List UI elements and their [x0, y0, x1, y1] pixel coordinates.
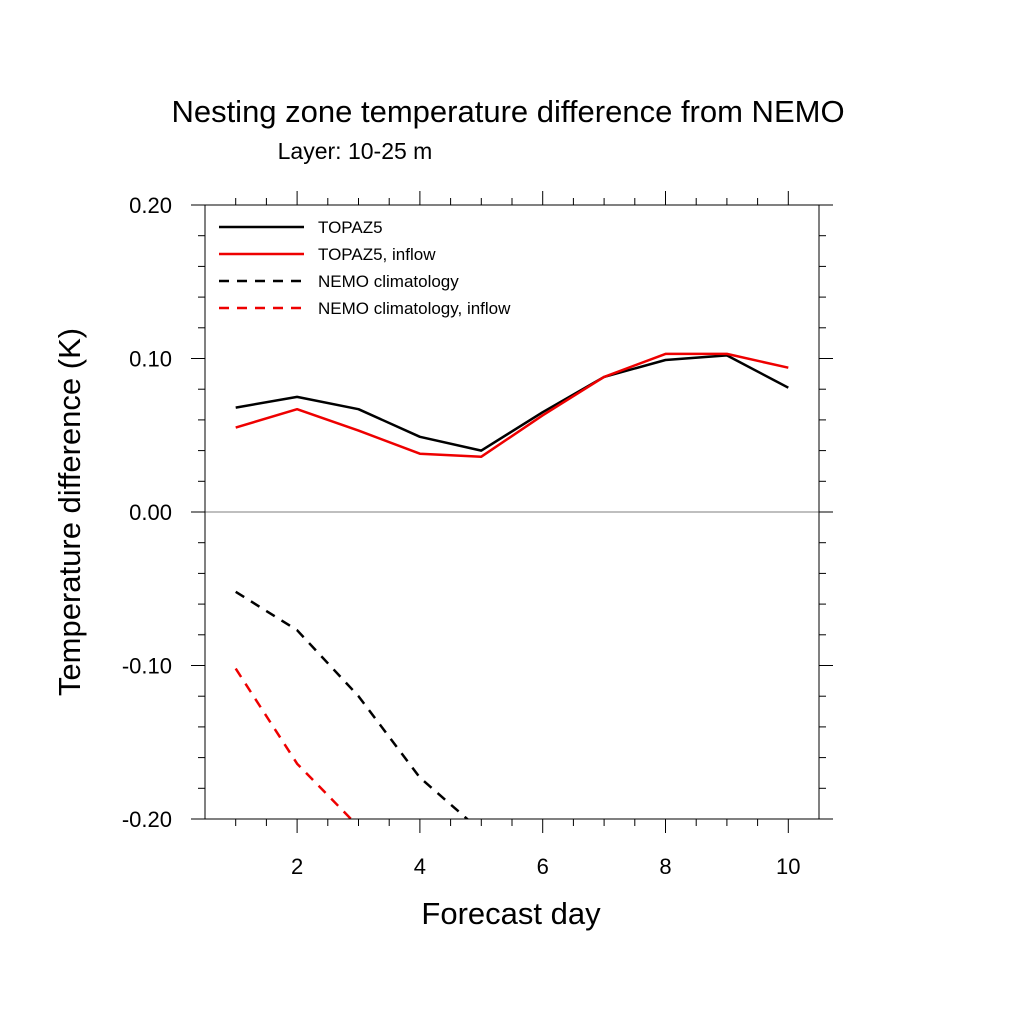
series-line-2	[235, 352, 789, 458]
legend-label-2: TOPAZ5, inflow	[318, 245, 436, 264]
y-tick-label: 0.00	[129, 500, 172, 525]
legend-label-1: TOPAZ5	[318, 218, 383, 237]
series-line-1	[235, 354, 789, 452]
y-axis-label: Temperature difference (K)	[52, 328, 87, 696]
legend-label-4: NEMO climatology, inflow	[318, 299, 511, 318]
legend-label-3: NEMO climatology	[318, 272, 459, 291]
series-line-3	[235, 590, 470, 819]
y-tick-label: 0.10	[129, 347, 172, 372]
x-tick-label: 10	[776, 854, 800, 879]
series-line-4	[234, 667, 353, 819]
chart-title: Nesting zone temperature difference from…	[171, 94, 844, 129]
y-tick-label: -0.10	[122, 654, 172, 679]
x-tick-label: 2	[291, 854, 303, 879]
legend: TOPAZ5 TOPAZ5, inflow NEMO climatology NEMO…	[219, 218, 511, 318]
series-layer	[234, 352, 789, 819]
tick-layer: 2 4 6 8 10 -0.20 -0.10 0.00 0.10 0.20	[122, 191, 833, 879]
x-tick-label: 4	[414, 854, 426, 879]
x-tick-label: 6	[537, 854, 549, 879]
y-tick-label: -0.20	[122, 807, 172, 832]
x-axis-label: Forecast day	[421, 896, 601, 931]
y-tick-label: 0.20	[129, 193, 172, 218]
x-tick-label: 8	[659, 854, 671, 879]
chart-subtitle: Layer: 10-25 m	[278, 138, 433, 164]
